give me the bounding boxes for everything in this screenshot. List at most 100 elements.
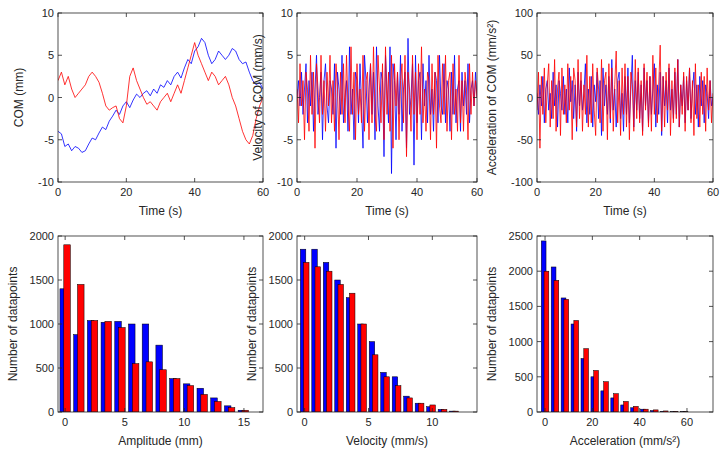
x-tick	[297, 178, 298, 182]
histogram-bar	[215, 401, 222, 412]
y-tick	[473, 324, 477, 325]
x-tick	[639, 408, 640, 412]
x-tick-label: 0	[62, 416, 68, 428]
y-axis-label: Number of datapoints	[485, 267, 499, 382]
data-group	[300, 249, 458, 412]
y-tick	[473, 412, 477, 413]
plot-area	[297, 13, 477, 182]
y-tick	[537, 306, 541, 307]
histogram-bar	[574, 320, 579, 412]
x-tick	[194, 13, 195, 17]
y-tick-label: 2000	[509, 265, 533, 277]
y-tick-label: 10	[281, 7, 293, 19]
y-tick-label: 500	[36, 362, 54, 374]
x-tick	[477, 13, 478, 17]
x-tick-label: 0	[294, 186, 300, 198]
axes-frame	[58, 13, 263, 182]
x-tick	[417, 13, 418, 17]
y-tick	[297, 13, 301, 14]
x-tick	[713, 178, 714, 182]
y-tick	[473, 280, 477, 281]
y-tick	[537, 376, 541, 377]
x-tick	[368, 408, 369, 412]
x-tick	[686, 408, 687, 412]
x-tick	[184, 408, 185, 412]
x-tick-label: 20	[120, 186, 132, 198]
y-tick-label: 2000	[30, 230, 54, 242]
y-tick	[297, 368, 301, 369]
chart-panel: 05100500100015002000Velocity (mm/s)Numbe…	[245, 230, 477, 448]
y-tick	[297, 280, 301, 281]
axes-frame	[297, 13, 477, 182]
x-tick	[432, 236, 433, 240]
y-axis-label: Acceleration of COM (mm/s²)	[485, 20, 499, 175]
histogram-bar	[554, 280, 559, 412]
figure: 0204060-10-50510Time (s)COM (mm)0204060-…	[0, 0, 721, 461]
x-tick-label: 15	[238, 416, 250, 428]
y-tick	[709, 182, 713, 183]
x-tick	[126, 178, 127, 182]
y-tick	[259, 280, 263, 281]
x-tick	[654, 13, 655, 17]
y-tick	[709, 341, 713, 342]
y-tick	[259, 412, 263, 413]
y-tick-label: 5	[287, 49, 293, 61]
x-tick-label: 5	[122, 416, 128, 428]
x-tick	[304, 236, 305, 240]
x-tick	[545, 236, 546, 240]
histogram-bar	[173, 379, 180, 412]
y-tick	[537, 13, 541, 14]
x-tick	[243, 408, 244, 412]
histogram-bar	[119, 328, 126, 412]
histogram-bar	[643, 409, 648, 412]
y-tick-label: 10	[42, 7, 54, 19]
y-tick	[473, 97, 477, 98]
y-tick	[537, 139, 541, 140]
x-tick	[124, 408, 125, 412]
y-tick	[709, 139, 713, 140]
series-line	[58, 43, 263, 144]
y-tick-label: 500	[515, 371, 533, 383]
histogram-bar	[91, 320, 98, 412]
y-tick	[537, 341, 541, 342]
y-tick-label: -5	[283, 134, 293, 146]
axes-frame	[537, 13, 713, 182]
data-group	[58, 38, 263, 152]
y-tick-label: 1000	[30, 318, 54, 330]
x-tick	[592, 408, 593, 412]
series-line	[297, 38, 477, 173]
histogram-bar	[614, 394, 619, 412]
y-tick	[709, 271, 713, 272]
y-tick	[537, 236, 541, 237]
x-tick	[639, 236, 640, 240]
histogram-bar	[349, 293, 355, 412]
plot-area	[537, 13, 713, 182]
histogram-bar	[604, 382, 609, 412]
histogram-bar	[105, 321, 112, 412]
x-tick	[368, 236, 369, 240]
series-line	[537, 45, 713, 148]
x-tick-label: 60	[257, 186, 269, 198]
x-tick	[357, 178, 358, 182]
histogram-bar	[624, 401, 629, 412]
x-axis-label: Time (s)	[603, 204, 647, 218]
y-tick-label: 0	[48, 406, 54, 418]
plot-area	[58, 13, 263, 182]
x-tick-label: 60	[471, 186, 483, 198]
x-tick-label: 40	[634, 416, 646, 428]
y-tick-label: 5	[48, 49, 54, 61]
y-tick	[709, 412, 713, 413]
x-tick	[595, 13, 596, 17]
y-tick-label: 2500	[509, 230, 533, 242]
histogram-bar	[395, 386, 401, 412]
axes-frame	[58, 236, 263, 412]
data-group	[297, 38, 477, 173]
y-tick	[473, 55, 477, 56]
x-tick	[58, 13, 59, 17]
x-tick-label: 60	[681, 416, 693, 428]
chart-panel: 0204060-10-50510Time (s)COM (mm)	[12, 7, 269, 218]
y-tick	[709, 236, 713, 237]
x-tick-label: 0	[302, 416, 308, 428]
y-tick-label: 50	[521, 49, 533, 61]
y-tick-label: -5	[44, 134, 54, 146]
